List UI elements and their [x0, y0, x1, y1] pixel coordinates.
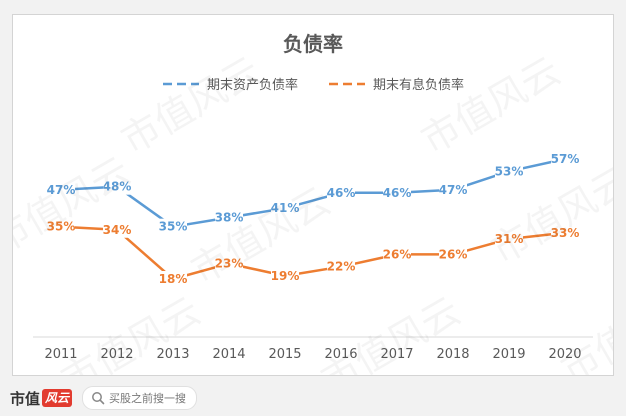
- x-tick-label-2014: 2014: [212, 347, 245, 362]
- data-label-2-2017: 26%: [383, 247, 412, 261]
- data-label-bg-2-2015: [271, 267, 299, 284]
- x-tick-label-2015: 2015: [268, 347, 301, 362]
- brand-logo-mark: 风云: [42, 389, 73, 407]
- footer-bar: 市值 风云 买股之前搜一搜: [0, 380, 626, 416]
- data-label-1-2019: 53%: [495, 164, 524, 178]
- search-bar[interactable]: 买股之前搜一搜: [82, 386, 198, 410]
- data-label-bg-1-2017: [383, 184, 411, 201]
- data-label-2-2020: 33%: [551, 226, 580, 240]
- data-label-1-2020: 57%: [551, 152, 580, 166]
- data-label-1-2011: 47%: [47, 183, 76, 197]
- data-label-2-2019: 31%: [495, 232, 524, 246]
- search-icon: [92, 392, 105, 405]
- data-label-2-2013: 18%: [159, 272, 188, 286]
- data-label-bg-2-2013: [159, 271, 187, 287]
- data-label-bg-2-2017: [383, 246, 411, 263]
- x-tick-label-2020: 2020: [548, 347, 581, 362]
- data-label-bg-2-2016: [327, 258, 355, 275]
- legend-label-1: 期末资产负债率: [207, 77, 298, 93]
- x-tick-label-2018: 2018: [436, 347, 469, 362]
- data-label-bg-1-2012: [103, 178, 131, 195]
- data-label-2-2015: 19%: [271, 269, 300, 283]
- data-label-1-2012: 48%: [103, 180, 132, 194]
- data-label-1-2018: 47%: [439, 183, 468, 197]
- chart-frame: 负债率期末资产负债率 期末有息负债率 2011 2012 2013 2014 2015 201…: [12, 14, 614, 376]
- data-label-bg-1-2015: [271, 200, 299, 217]
- x-tick-label-2019: 2019: [492, 347, 525, 362]
- x-tick-label-2017: 2017: [380, 347, 413, 362]
- x-tick-label-2013: 2013: [156, 347, 189, 362]
- x-tick-label-2011: 2011: [44, 347, 77, 362]
- search-placeholder: 买股之前搜一搜: [109, 392, 187, 405]
- data-label-2-2011: 35%: [47, 220, 76, 234]
- chart-title: 负债率: [283, 32, 343, 56]
- data-label-bg-2-2018: [439, 246, 467, 263]
- series-line-1: [59, 157, 567, 228]
- x-tick-label-2016: 2016: [324, 347, 357, 362]
- data-label-1-2015: 41%: [271, 201, 300, 215]
- data-label-2-2012: 34%: [103, 223, 132, 237]
- legend-label-2: 期末有息负债率: [373, 77, 464, 93]
- data-label-2-2018: 26%: [439, 247, 468, 261]
- data-label-bg-2-2019: [495, 231, 523, 247]
- brand-logo[interactable]: 市值 风云: [10, 388, 73, 409]
- data-label-bg-1-2016: [327, 184, 355, 201]
- data-label-bg-1-2011: [47, 181, 75, 198]
- series-line-2: [59, 225, 567, 281]
- data-label-bg-2-2012: [103, 221, 131, 238]
- data-label-1-2017: 46%: [383, 186, 412, 200]
- brand-name: 市值: [10, 389, 41, 408]
- data-label-bg-1-2020: [551, 151, 579, 167]
- data-label-2-2014: 23%: [215, 257, 244, 271]
- data-label-2-2016: 22%: [327, 260, 356, 274]
- data-label-1-2013: 35%: [159, 220, 188, 234]
- data-label-bg-2-2014: [215, 255, 243, 272]
- data-label-bg-1-2013: [159, 218, 187, 235]
- data-label-1-2016: 46%: [327, 186, 356, 200]
- data-label-bg-2-2020: [551, 224, 579, 241]
- data-label-bg-1-2018: [439, 181, 467, 198]
- data-label-bg-2-2011: [47, 218, 75, 235]
- data-label-bg-1-2019: [495, 163, 523, 180]
- x-tick-label-2012: 2012: [100, 347, 133, 362]
- data-label-1-2014: 38%: [215, 210, 244, 224]
- data-label-bg-1-2014: [215, 209, 243, 226]
